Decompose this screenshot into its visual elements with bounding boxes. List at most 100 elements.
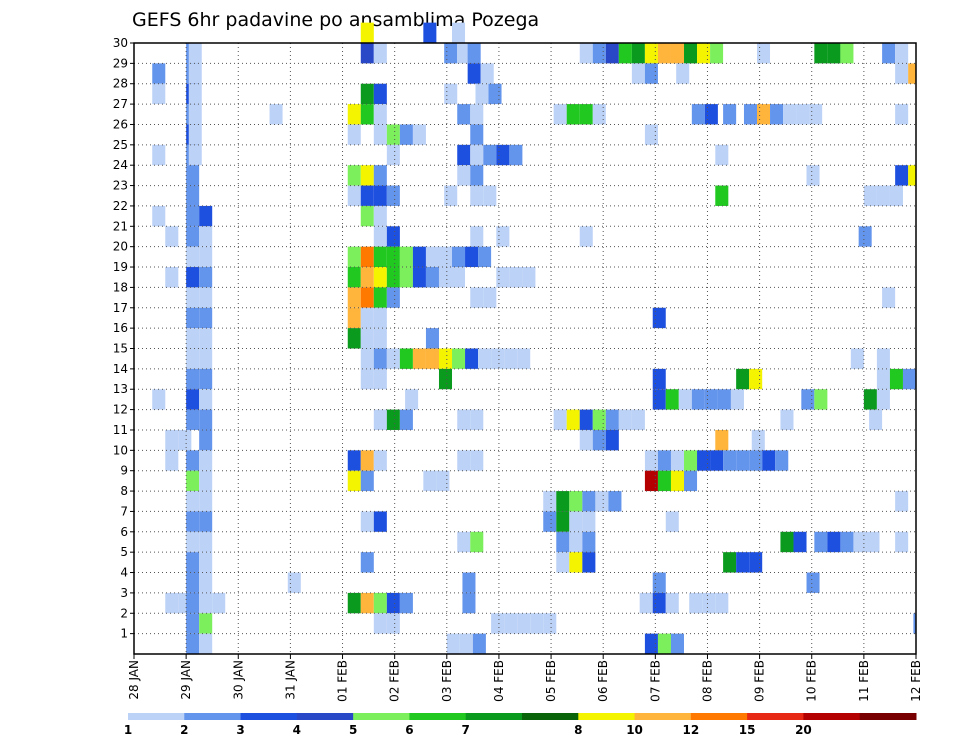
member-cell — [665, 511, 679, 532]
member-cell — [457, 43, 471, 64]
member-cell — [462, 592, 476, 614]
member-cell — [470, 144, 484, 166]
member-cell — [465, 246, 479, 268]
member-cell — [360, 185, 374, 206]
member-cell — [199, 552, 213, 573]
colorbar-swatch — [859, 713, 917, 720]
colorbar-swatch — [634, 713, 692, 720]
member-cell — [457, 104, 471, 125]
member-cell — [199, 287, 213, 308]
colorbar-swatch — [690, 713, 748, 720]
member-cell — [631, 63, 645, 84]
member-cell — [360, 267, 374, 288]
member-cell — [436, 470, 450, 492]
member-cell — [186, 328, 200, 349]
member-cell — [491, 613, 505, 634]
member-cell — [483, 185, 497, 206]
member-cell — [399, 348, 413, 369]
x-tick-label: 10 FEB — [805, 660, 819, 702]
y-tick-label: 19 — [113, 260, 128, 274]
member-cell — [751, 429, 765, 451]
member-cell — [553, 409, 567, 430]
member-cell — [188, 124, 202, 145]
member-cell — [360, 83, 374, 105]
member-cell — [452, 246, 466, 268]
member-cell — [697, 450, 711, 471]
member-cell — [423, 22, 437, 43]
member-cell — [665, 389, 679, 410]
member-cell — [444, 185, 458, 206]
member-cell — [801, 389, 815, 410]
member-cell — [509, 144, 523, 166]
member-cell — [399, 409, 413, 430]
member-cell — [165, 450, 179, 471]
colorbar-tick-label: 5 — [349, 723, 357, 737]
member-cell — [444, 43, 458, 64]
member-cell — [199, 592, 213, 614]
member-cell — [399, 124, 413, 145]
member-cell — [386, 226, 400, 247]
colorbar-swatch — [128, 713, 185, 720]
member-cell — [347, 185, 361, 206]
member-cell — [652, 368, 666, 390]
member-cell — [697, 43, 711, 64]
x-tick-label: 28 JAN — [127, 660, 141, 700]
colorbar-swatch — [240, 713, 298, 720]
colorbar-tick-label: 7 — [462, 723, 470, 737]
member-cell — [889, 185, 903, 206]
member-cell — [452, 348, 466, 369]
member-cell — [165, 226, 179, 247]
member-cell — [186, 613, 200, 634]
member-cell — [467, 63, 481, 84]
y-tick-label: 7 — [120, 504, 128, 518]
member-cell — [199, 491, 213, 512]
member-cell — [582, 491, 596, 512]
member-cell — [775, 450, 789, 471]
member-cell — [853, 531, 867, 553]
member-cell — [188, 83, 202, 105]
member-cell — [670, 633, 684, 654]
member-cell — [717, 389, 731, 410]
member-cell — [186, 226, 200, 247]
member-cell — [199, 348, 213, 369]
member-cell — [425, 328, 439, 349]
member-cell — [657, 633, 671, 654]
member-cell — [269, 104, 283, 125]
member-cell — [186, 368, 200, 390]
member-cell — [670, 43, 684, 64]
member-cell — [347, 470, 361, 492]
member-cell — [652, 592, 666, 614]
member-cell — [605, 409, 619, 430]
colorbar-tick-label: 6 — [405, 723, 413, 737]
member-cell — [452, 267, 466, 288]
member-cell — [913, 368, 916, 390]
member-cell — [386, 592, 400, 614]
member-cell — [360, 104, 374, 125]
member-cell — [684, 43, 698, 64]
member-cell — [723, 450, 737, 471]
member-cell — [579, 226, 593, 247]
x-tick-label: 29 JAN — [179, 660, 193, 700]
member-cell — [373, 124, 387, 145]
colorbar-tick-label: 8 — [574, 723, 582, 737]
member-cell — [438, 246, 453, 268]
member-cell — [608, 491, 622, 512]
member-cell — [347, 165, 361, 186]
member-cell — [465, 348, 479, 369]
member-cell — [373, 205, 387, 227]
y-tick-label: 6 — [120, 525, 128, 539]
member-cell — [582, 531, 596, 553]
member-cell — [704, 389, 718, 410]
x-tick-label: 02 FEB — [388, 660, 402, 702]
x-tick-label: 30 JAN — [231, 660, 245, 700]
member-cell — [412, 246, 426, 268]
member-cell — [347, 307, 361, 329]
member-cell — [496, 267, 510, 288]
member-cell — [908, 63, 916, 84]
member-cell — [399, 267, 413, 288]
member-cell — [386, 267, 400, 288]
member-cell — [425, 267, 439, 288]
member-cell — [566, 104, 580, 125]
member-cell — [895, 63, 909, 84]
member-cell — [457, 409, 471, 430]
